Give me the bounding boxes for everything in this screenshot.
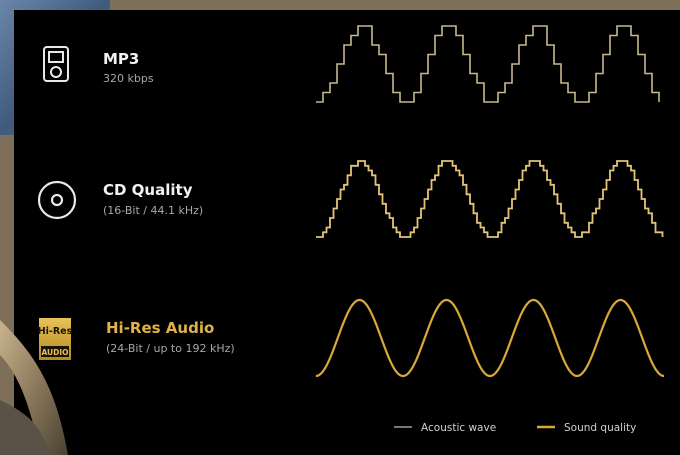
infographic: Hi-Res AUDIO MP3 320 kbps CD Quality (16… [0, 0, 680, 455]
row-subtitle: (16-Bit / 44.1 kHz) [103, 204, 203, 217]
row-subtitle: 320 kbps [103, 72, 154, 85]
page: {"rows": [ {"title": "MP3", "subtitle": … [0, 0, 680, 455]
legend-label: Acoustic wave [421, 422, 496, 434]
legend-label: Sound quality [564, 422, 636, 434]
hires-badge: Hi-Res AUDIO [38, 318, 73, 360]
row-title: Hi-Res Audio [106, 319, 214, 337]
row-title: MP3 [103, 50, 139, 68]
row-subtitle: (24-Bit / up to 192 kHz) [106, 342, 235, 355]
badge-top: Hi-Res [38, 326, 73, 337]
row-title: CD Quality [103, 181, 193, 199]
badge-bottom: AUDIO [41, 348, 68, 357]
